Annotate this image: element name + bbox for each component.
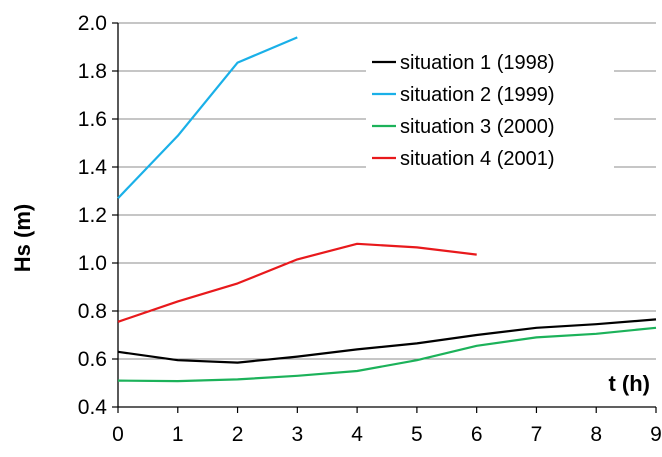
series-line-4 (117, 242, 477, 323)
tick-labels: 0.4 0.6 0.8 1.0 1.2 1.4 1.6 1.8 2.0 0 1 2 3 4 5 6 7 8 9 (78, 12, 662, 446)
x-tick-label: 9 (650, 423, 662, 446)
x-tick-label: 6 (471, 423, 483, 446)
legend-background (366, 42, 614, 178)
y-tick-label: 0.4 (78, 396, 108, 419)
x-tick-label: 2 (232, 423, 244, 446)
legend-label: situation 3 (2000) (400, 116, 555, 138)
series-line-3 (117, 326, 657, 383)
y-axis-title: Hs (m) (10, 204, 35, 272)
x-tick-label: 1 (172, 423, 184, 446)
series-line-1 (117, 318, 657, 364)
x-tick-label: 5 (411, 423, 423, 446)
x-tick-label: 3 (291, 423, 303, 446)
legend-label: situation 1 (1998) (400, 52, 555, 74)
series-line-2 (117, 36, 298, 199)
series-lines (117, 36, 657, 383)
x-tick-label: 7 (531, 423, 543, 446)
y-tick-label: 1.2 (78, 204, 107, 227)
x-tick-label: 4 (351, 423, 363, 446)
y-tick-label: 0.6 (78, 348, 107, 371)
y-tick-label: 2.0 (78, 12, 107, 35)
y-tick-label: 0.8 (78, 300, 107, 323)
y-tick-label: 1.8 (78, 60, 107, 83)
legend-label: situation 2 (1999) (400, 84, 555, 106)
y-tick-label: 1.4 (78, 156, 108, 179)
x-tick-label: 8 (590, 423, 602, 446)
axes (112, 22, 657, 413)
y-tick-label: 1.0 (78, 252, 107, 275)
y-tick-label: 1.6 (78, 108, 107, 131)
legend-label: situation 4 (2001) (400, 148, 555, 170)
x-tick-label: 0 (112, 423, 124, 446)
legend: situation 1 (1998) situation 2 (1999) situ… (366, 42, 614, 178)
x-axis-title: t (h) (608, 371, 650, 396)
